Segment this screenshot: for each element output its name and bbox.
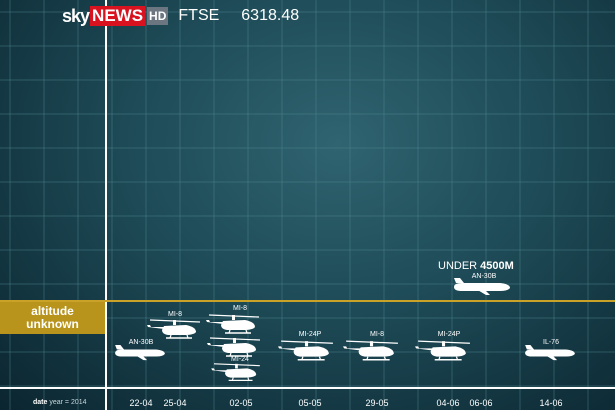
altitude-unknown-badge: altitude unknown [0,302,105,334]
ticker-index-name: FTSE [178,7,220,24]
altitude-label-line1: altitude [31,304,74,318]
ticker-index-value: 6318.48 [241,7,300,24]
aircraft-label-mi24p: MI-24P [437,331,461,338]
airplane-icon [115,345,165,361]
helicopter-icon [147,319,201,339]
date-label: 14-06 [539,398,563,408]
aircraft-label-mi24: MI-24 [231,356,249,363]
aircraft-label-mi24p: MI-24P [298,331,322,338]
broadcast-top-bar: sky NEWS HD FTSE 6318.48 [62,6,299,26]
helicopter-icon [343,340,398,361]
helicopter-icon [415,340,470,361]
date-label: 25-04 [163,398,187,408]
under-prefix: UNDER [438,260,481,272]
altitude-label-line2: unknown [26,317,79,331]
airplane-icon [525,345,575,361]
date-label: 05-05 [298,398,322,408]
helicopter-icon [211,363,260,381]
under-aircraft-label: AN-30B [471,273,497,280]
aircraft-label-il76: IL-76 [543,339,559,346]
helicopter-icon [207,337,261,357]
axis-caption-bold: date [33,399,48,406]
aircraft-label-mi8: MI-8 [168,311,182,318]
date-label: 02-05 [229,398,253,408]
axis-caption-rest: year = 2014 [47,399,87,406]
date-label: 29-05 [365,398,389,408]
under-value: 4500M [480,260,514,272]
aircraft-label-mi8: MI-8 [370,331,384,338]
helicopter-icon [278,340,333,361]
helicopter-icon [206,314,260,334]
sky-logo: sky [62,5,90,26]
date-label: 06-06 [469,398,493,408]
hd-badge: HD [147,7,169,25]
date-axis-caption: date year = 2014 [33,399,87,406]
date-label: 04-06 [436,398,460,408]
date-label: 22-04 [129,398,153,408]
aircraft-label-an30b: AN-30B [128,339,154,346]
aircraft-label-mi8: MI-8 [233,305,247,312]
airplane-icon [454,278,510,295]
news-logo: NEWS [90,6,146,26]
under-altitude-label: UNDER 4500M [438,260,514,272]
